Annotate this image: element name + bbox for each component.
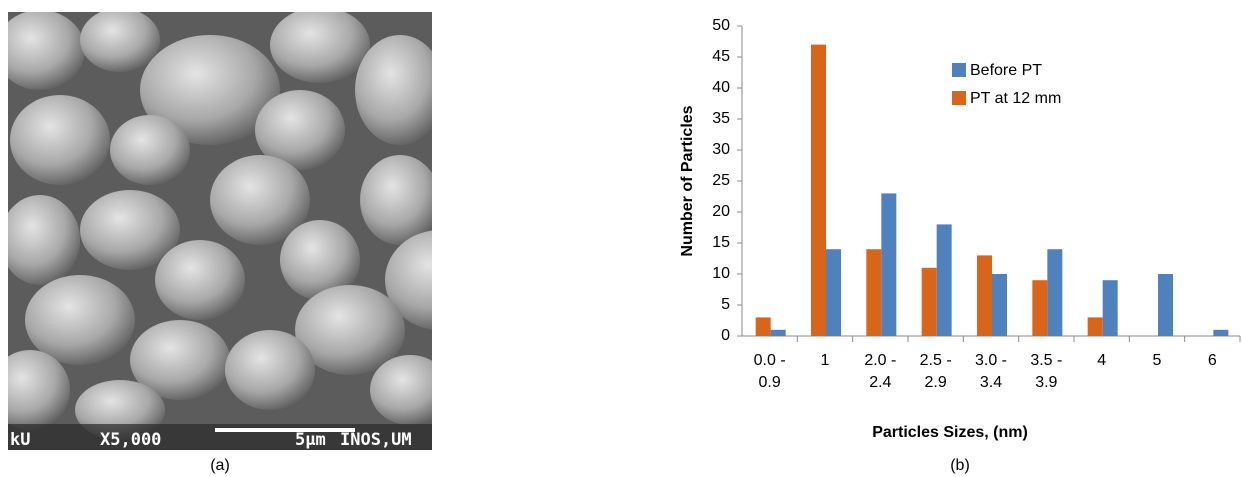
caption: (a) (210, 457, 230, 474)
bar (992, 274, 1007, 336)
y-tick-label: 0 (721, 327, 730, 344)
y-tick-label: 30 (712, 141, 730, 158)
y-tick-label: 25 (712, 172, 730, 189)
x-tick-label: 1 (799, 350, 851, 372)
caption: (b) (950, 457, 970, 474)
y-tick-label: 10 (712, 265, 730, 282)
sem-label: kU (10, 430, 30, 450)
x-tick-label: 2.5 - 2.9 (910, 350, 962, 394)
figure: kU X5,000 5µm INOS,UM (a) (b) Particles … (0, 0, 1242, 477)
y-tick-label: 5 (721, 296, 730, 313)
y-tick-label: 15 (712, 234, 730, 251)
y-tick-label: 45 (712, 48, 730, 65)
sem-label: 5µm (295, 430, 326, 450)
bar (1158, 274, 1173, 336)
legend-label: PT at 12 mm (970, 90, 1061, 107)
x-tick-label: 0.0 - 0.9 (744, 350, 796, 394)
y-tick-label: 20 (712, 203, 730, 220)
bar (1213, 330, 1228, 336)
y-axis-title: Number of Particles (679, 105, 696, 256)
x-axis-title: Particles Sizes, (nm) (872, 424, 1028, 441)
x-tick-label: 3.5 - 3.9 (1020, 350, 1072, 394)
bar (1032, 280, 1047, 336)
bar (756, 317, 771, 336)
bar (1103, 280, 1118, 336)
x-tick-label: 5 (1131, 350, 1183, 372)
bar (811, 45, 826, 336)
y-tick-label: 35 (712, 110, 730, 127)
y-tick-label: 40 (712, 79, 730, 96)
x-tick-label: 4 (1076, 350, 1128, 372)
x-tick-label: 3.0 - 3.4 (965, 350, 1017, 394)
x-tick-label: 2.0 - 2.4 (854, 350, 906, 394)
bar (937, 224, 952, 336)
bar (826, 249, 841, 336)
bar (977, 255, 992, 336)
bar (881, 193, 896, 336)
sem-label: INOS,UM (340, 430, 412, 450)
legend-label: Before PT (970, 62, 1042, 79)
y-tick-label: 50 (712, 17, 730, 34)
sem-label: X5,000 (100, 430, 161, 450)
sem-image (0, 7, 495, 450)
bar (1088, 317, 1103, 336)
bar (866, 249, 881, 336)
bar (771, 330, 786, 336)
bar (1047, 249, 1062, 336)
bar (922, 268, 937, 336)
chart: kU X5,000 5µm INOS,UM (a) (b) Particles … (0, 0, 1242, 477)
legend-swatch (952, 91, 966, 105)
x-tick-label: 6 (1186, 350, 1238, 372)
legend-swatch (952, 63, 966, 77)
